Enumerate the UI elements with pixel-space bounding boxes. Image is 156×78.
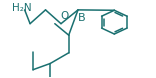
Text: B: B [78, 13, 86, 23]
Text: O: O [61, 11, 69, 21]
Text: H₂N: H₂N [12, 3, 32, 13]
